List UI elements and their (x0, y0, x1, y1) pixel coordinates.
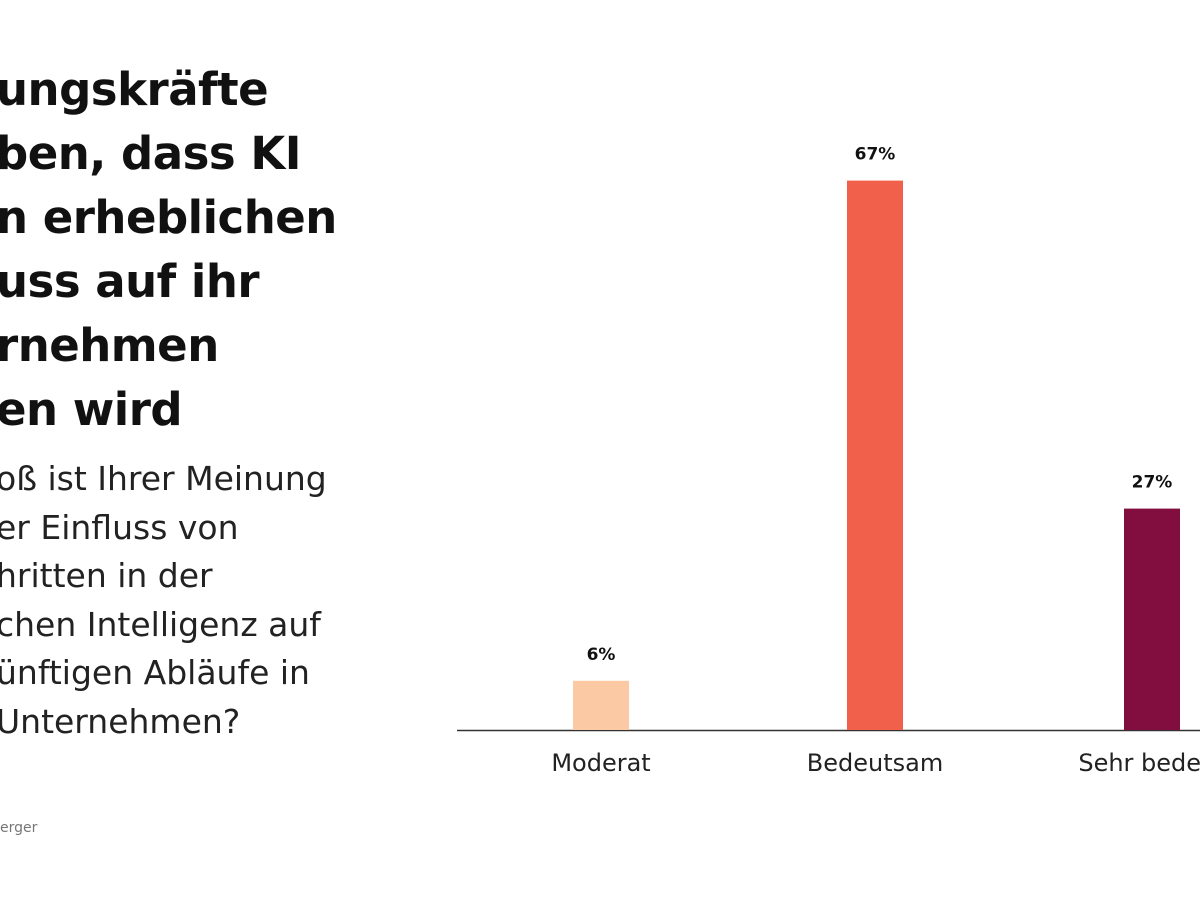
value-label: 27% (1132, 473, 1173, 493)
title-line: n erheblichen (0, 191, 337, 244)
value-label: 6% (587, 645, 616, 665)
value-label: 67% (855, 145, 896, 165)
bar-sehr-bedeut (1124, 508, 1180, 730)
category-label: Bedeutsam (807, 749, 943, 777)
chart-subtitle: oß ist Ihrer Meinung er Einfluss von hritt… (0, 455, 327, 746)
category-label: Moderat (551, 749, 650, 777)
title-line: rnehmen (0, 319, 219, 372)
title-line: uss auf ihr (0, 255, 260, 308)
bar-moderat (573, 680, 629, 730)
chart-title: ungskräfte ben, dass KI n erheblichen uss a… (0, 58, 337, 442)
category-label: Sehr bedeut (1078, 749, 1200, 777)
title-line: ben, dass KI (0, 127, 301, 180)
bar-bedeutsam (847, 180, 903, 731)
title-line: ungskräfte (0, 63, 269, 116)
source-label: erger (0, 820, 38, 836)
subtitle-line: Unternehmen? (0, 701, 241, 741)
subtitle-line: hritten in der (0, 556, 213, 595)
title-line: en wird (0, 383, 183, 436)
subtitle-line: er Einfluss von (0, 507, 239, 547)
subtitle-line: chen Intelligenz auf (0, 604, 321, 644)
subtitle-line: ünftigen Abläufe in (0, 653, 310, 692)
subtitle-line: oß ist Ihrer Meinung (0, 459, 327, 498)
